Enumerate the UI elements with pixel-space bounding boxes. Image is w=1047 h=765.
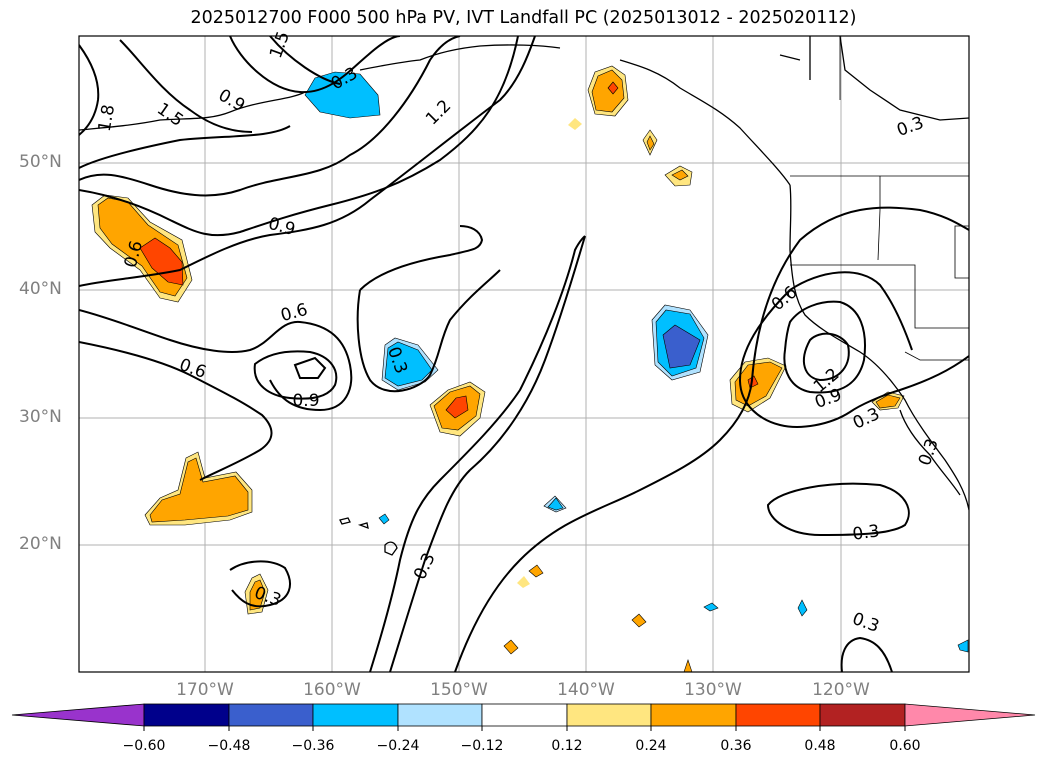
- contour-label: 0.3: [894, 113, 926, 141]
- colorbar-over-arrow: [904, 703, 1036, 727]
- colorbar-bin: [566, 703, 652, 727]
- contour-label: 1.8: [95, 103, 119, 133]
- colorbar-bin: [228, 703, 314, 727]
- lat-label-40n: 40°N: [19, 279, 62, 299]
- colorbar-bin: [397, 703, 483, 727]
- contour-label: 0.9: [266, 214, 297, 240]
- colorbar-tick-label: −0.24: [376, 738, 420, 754]
- lon-label-170w: 170°W: [176, 680, 234, 700]
- colorbar-bin: [819, 703, 906, 727]
- contour-label: 1.2: [422, 96, 455, 129]
- colorbar-bin: [735, 703, 821, 727]
- lat-label-30n: 30°N: [19, 407, 62, 427]
- colorbar-tick-label: 0.48: [804, 738, 836, 754]
- colorbar-tick-label: −0.48: [207, 738, 251, 754]
- political-borders: [790, 36, 969, 361]
- contour-label: 0.3: [851, 521, 881, 545]
- map-title: 2025012700 F000 500 hPa PV, IVT Landfall…: [190, 8, 857, 28]
- lat-label-20n: 20°N: [19, 534, 62, 554]
- contour-label: 0.3: [915, 436, 943, 468]
- colorbar: [11, 703, 1036, 731]
- colorbar-tick-label: −0.12: [460, 738, 504, 754]
- colorbar-tick-label: 0.60: [889, 738, 921, 754]
- colorbar-bin: [481, 703, 568, 727]
- gridlines: [79, 36, 969, 672]
- contour-label: 0.6: [177, 355, 209, 383]
- lon-label-150w: 150°W: [430, 680, 488, 700]
- colorbar-ticks: [143, 726, 906, 731]
- contour-labels: 1.8 1.5 0.9 1.5 1.2 0.3 0.9 0.6 0.6 0.6 …: [95, 29, 943, 637]
- plot-frame: [78, 35, 970, 673]
- contour-label: 0.9: [215, 85, 248, 116]
- colorbar-tick-label: 0.24: [635, 738, 667, 754]
- colorbar-under-arrow: [11, 703, 145, 727]
- lon-label-130w: 130°W: [684, 680, 742, 700]
- lon-label-160w: 160°W: [303, 680, 361, 700]
- lon-label-120w: 120°W: [812, 680, 870, 700]
- colorbar-bin: [143, 703, 230, 727]
- contour-label: 0.9: [292, 391, 319, 411]
- colorbar-bin: [312, 703, 399, 727]
- colorbar-tick-label: −0.36: [291, 738, 335, 754]
- coastlines: [79, 36, 969, 556]
- lat-label-50n: 50°N: [19, 152, 62, 172]
- lon-label-140w: 140°W: [557, 680, 615, 700]
- contour-label: 0.3: [410, 550, 440, 583]
- contour-label: 0.3: [850, 609, 882, 637]
- ivt-shading: [91, 65, 969, 672]
- colorbar-tick-label: −0.60: [122, 738, 166, 754]
- colorbar-tick-label: 0.36: [720, 738, 752, 754]
- colorbar-bin: [650, 703, 737, 727]
- colorbar-tick-label: 0.12: [551, 738, 583, 754]
